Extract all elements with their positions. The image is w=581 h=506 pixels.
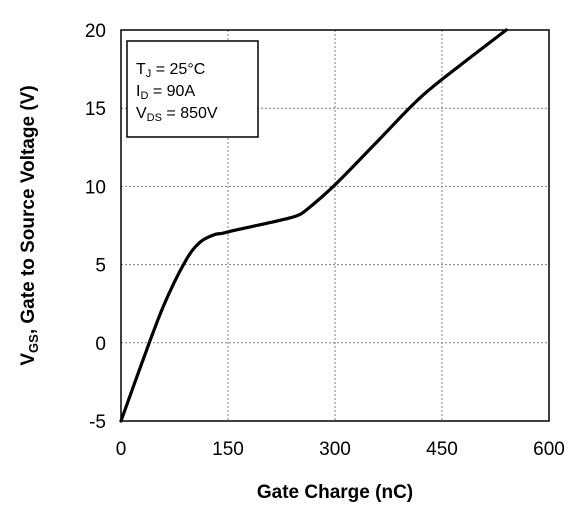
x-axis-ticks: 0 150 300 450 600 bbox=[116, 439, 565, 460]
x-tick-label: 150 bbox=[212, 439, 244, 460]
y-tick-label: 15 bbox=[85, 99, 106, 120]
y-tick-label: 5 bbox=[95, 256, 106, 277]
legend-drain-current: ID = 90A bbox=[136, 83, 195, 102]
plot-area bbox=[120, 29, 550, 422]
y-axis-title-symbol: V bbox=[18, 353, 39, 366]
y-tick-label: 10 bbox=[85, 177, 106, 198]
grid-lines bbox=[121, 30, 549, 421]
x-tick-label: 300 bbox=[319, 439, 351, 460]
data-series-line bbox=[119, 28, 508, 423]
y-axis-title: VGS, Gate to Source Voltage (V) bbox=[18, 85, 41, 365]
y-axis-title-text: , Gate to Source Voltage (V) bbox=[18, 85, 39, 334]
y-tick-label: 0 bbox=[95, 334, 106, 355]
conditions-legend: TJ = 25°C ID = 90A VDS = 850V bbox=[126, 40, 259, 138]
y-tick-label: -5 bbox=[89, 412, 106, 433]
x-tick-label: 450 bbox=[426, 439, 458, 460]
legend-drain-source-voltage: VDS = 850V bbox=[136, 105, 218, 124]
y-axis-ticks: 20 15 10 5 0 -5 bbox=[85, 21, 106, 433]
legend-box bbox=[126, 40, 259, 138]
y-tick-label: 20 bbox=[85, 21, 106, 42]
x-tick-label: 0 bbox=[116, 439, 127, 460]
legend-temperature: TJ = 25°C bbox=[136, 61, 205, 80]
y-axis-title-subscript: GS bbox=[26, 334, 41, 353]
x-tick-label: 600 bbox=[533, 439, 565, 460]
x-axis-title: Gate Charge (nC) bbox=[257, 482, 413, 503]
